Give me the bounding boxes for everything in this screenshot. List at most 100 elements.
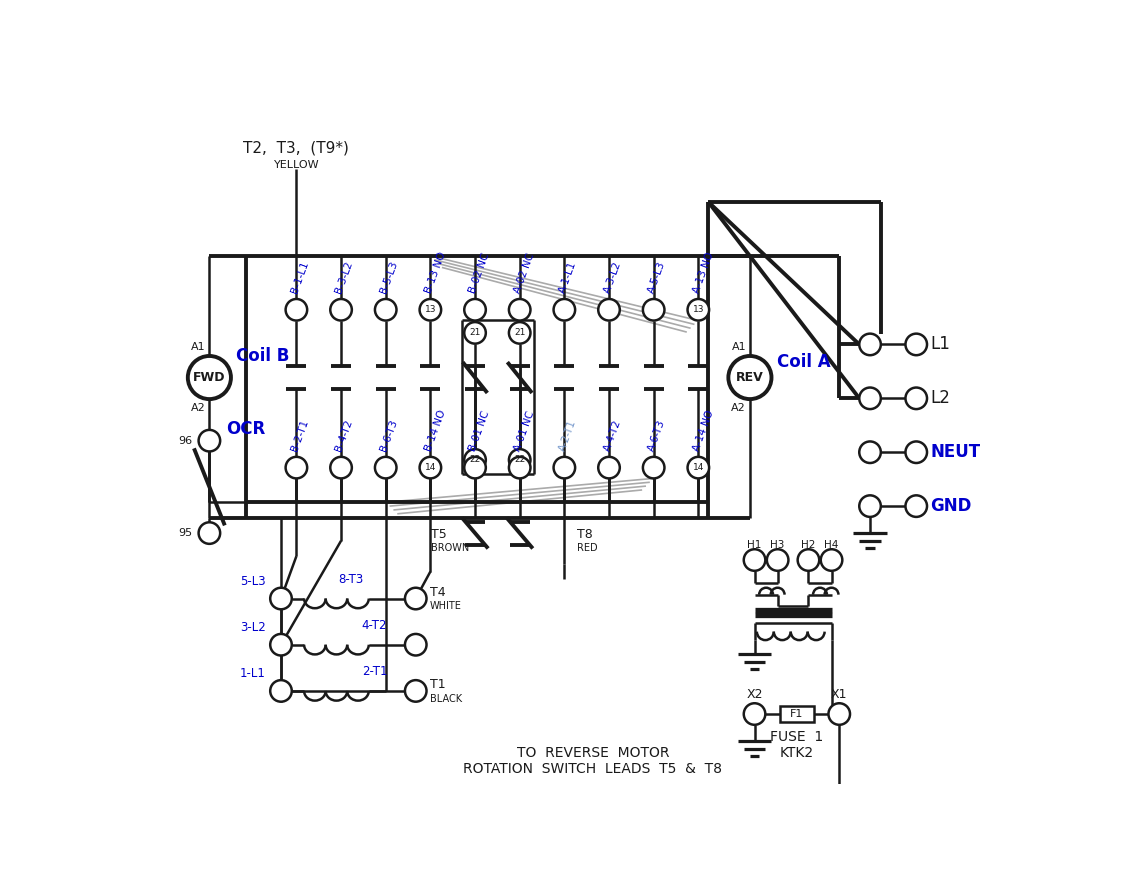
Circle shape [905, 441, 927, 463]
Circle shape [465, 457, 486, 478]
Text: H3: H3 [771, 540, 785, 550]
Text: 5-L3: 5-L3 [240, 575, 266, 589]
Text: F1: F1 [790, 709, 804, 719]
Circle shape [821, 549, 842, 571]
FancyBboxPatch shape [780, 707, 814, 722]
Text: FUSE  1: FUSE 1 [771, 730, 824, 744]
Text: X1: X1 [830, 688, 848, 701]
Text: A-4-T2: A-4-T2 [602, 418, 623, 452]
Circle shape [905, 334, 927, 355]
Text: REV: REV [736, 371, 764, 384]
Circle shape [687, 299, 709, 321]
Text: B-1-L1: B-1-L1 [289, 259, 310, 294]
Circle shape [198, 430, 220, 451]
Circle shape [330, 299, 352, 321]
Circle shape [405, 680, 427, 701]
Text: B-02 NC: B-02 NC [468, 251, 492, 294]
Circle shape [375, 299, 397, 321]
Circle shape [859, 334, 881, 355]
Text: A-13 NO: A-13 NO [692, 250, 716, 294]
Text: A1: A1 [190, 342, 205, 352]
Circle shape [509, 449, 530, 470]
Circle shape [271, 634, 291, 655]
Text: A2: A2 [732, 403, 746, 413]
Text: Coil B: Coil B [236, 347, 290, 365]
Text: T4: T4 [430, 586, 445, 599]
Circle shape [859, 441, 881, 463]
Text: B-2-T1: B-2-T1 [289, 418, 310, 452]
Circle shape [286, 299, 307, 321]
Text: 1-L1: 1-L1 [240, 668, 266, 680]
Text: H2: H2 [802, 540, 816, 550]
Circle shape [743, 703, 765, 725]
Circle shape [554, 457, 575, 478]
Text: 96: 96 [178, 436, 193, 446]
Circle shape [330, 457, 352, 478]
Text: GND: GND [930, 497, 972, 515]
Text: B-5-L3: B-5-L3 [379, 259, 399, 294]
Text: T2,  T3,  (T9*): T2, T3, (T9*) [243, 141, 350, 156]
Text: B-13 NO: B-13 NO [423, 250, 447, 294]
Circle shape [405, 588, 427, 610]
Text: BLACK: BLACK [430, 693, 462, 704]
Circle shape [687, 457, 709, 478]
Text: A2: A2 [190, 403, 205, 413]
Text: 21: 21 [514, 329, 525, 337]
Text: A-14 NO: A-14 NO [692, 408, 716, 452]
Circle shape [599, 299, 619, 321]
Circle shape [743, 549, 765, 571]
Circle shape [859, 388, 881, 409]
Circle shape [465, 322, 486, 344]
Circle shape [509, 299, 530, 321]
Circle shape [554, 299, 575, 321]
Text: A-3-L2: A-3-L2 [602, 260, 623, 294]
Circle shape [509, 322, 530, 344]
Text: 4-T2: 4-T2 [361, 619, 388, 632]
Text: B-01 NC: B-01 NC [468, 409, 492, 452]
Circle shape [271, 588, 291, 610]
Circle shape [465, 449, 486, 470]
Text: RED: RED [577, 544, 598, 553]
Text: H4: H4 [825, 540, 838, 550]
Circle shape [420, 299, 442, 321]
Circle shape [642, 299, 664, 321]
Text: 95: 95 [178, 528, 193, 538]
Circle shape [465, 299, 486, 321]
Text: T5: T5 [431, 528, 447, 541]
Circle shape [728, 356, 772, 399]
Circle shape [286, 457, 307, 478]
Text: A-2-T1: A-2-T1 [557, 418, 578, 452]
Text: Coil A: Coil A [777, 353, 830, 371]
Text: B-3-L2: B-3-L2 [334, 259, 354, 294]
Circle shape [271, 680, 291, 701]
Circle shape [405, 634, 427, 655]
Text: A-5-L3: A-5-L3 [647, 260, 668, 294]
Text: KTK2: KTK2 [780, 745, 814, 759]
Text: 13: 13 [424, 306, 436, 315]
Text: YELLOW: YELLOW [274, 160, 319, 170]
Text: X2: X2 [747, 688, 763, 701]
Circle shape [642, 457, 664, 478]
Text: WHITE: WHITE [430, 601, 461, 611]
Circle shape [198, 522, 220, 544]
Circle shape [828, 703, 850, 725]
Text: A-6-T3: A-6-T3 [647, 418, 668, 452]
Text: 8-T3: 8-T3 [338, 573, 364, 586]
Text: L1: L1 [930, 336, 950, 353]
Text: T8: T8 [577, 528, 593, 541]
Text: A-01 NC: A-01 NC [513, 409, 537, 452]
Text: B-6-T3: B-6-T3 [379, 418, 399, 452]
Circle shape [420, 457, 442, 478]
Text: 2-T1: 2-T1 [361, 665, 388, 678]
Circle shape [859, 495, 881, 517]
Text: L2: L2 [930, 389, 950, 407]
Text: FWD: FWD [193, 371, 226, 384]
Text: 21: 21 [469, 329, 481, 337]
Circle shape [599, 457, 619, 478]
Text: NEUT: NEUT [930, 443, 981, 462]
Text: BROWN: BROWN [431, 544, 469, 553]
Circle shape [767, 549, 788, 571]
Text: OCR: OCR [226, 420, 266, 438]
Text: ROTATION  SWITCH  LEADS  T5  &  T8: ROTATION SWITCH LEADS T5 & T8 [463, 762, 723, 776]
Text: 13: 13 [693, 306, 704, 315]
